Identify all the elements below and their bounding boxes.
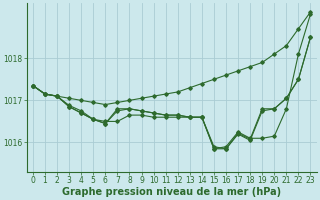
X-axis label: Graphe pression niveau de la mer (hPa): Graphe pression niveau de la mer (hPa) [62, 187, 281, 197]
